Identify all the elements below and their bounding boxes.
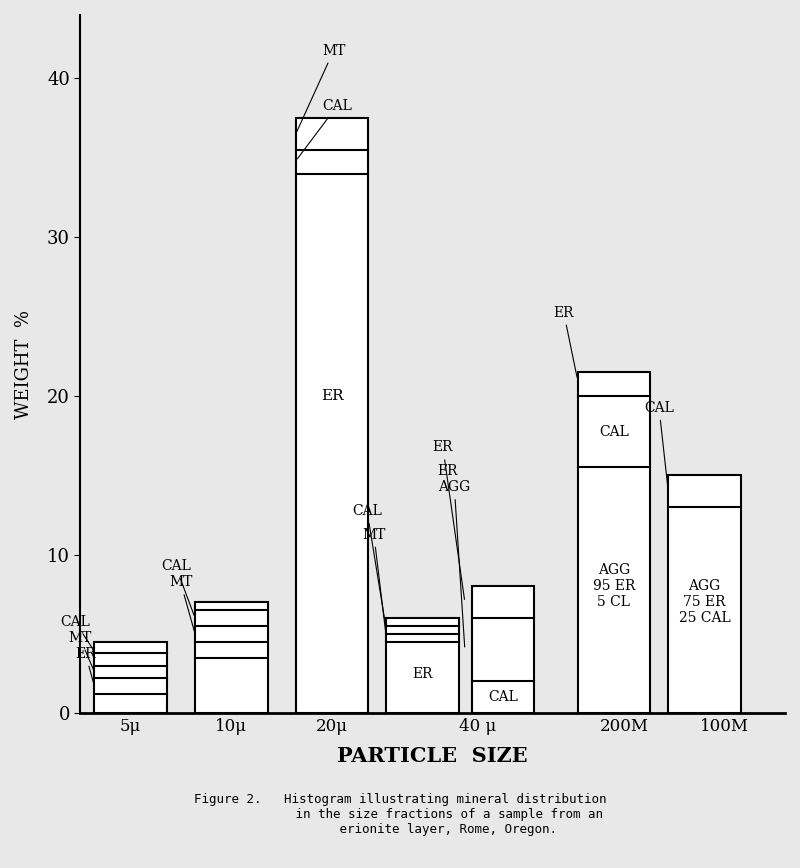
Text: ER: ER xyxy=(554,306,577,378)
Bar xyxy=(94,641,167,713)
Bar xyxy=(195,602,267,713)
Text: CAL: CAL xyxy=(298,99,352,159)
Bar xyxy=(668,475,741,713)
Text: CAL: CAL xyxy=(60,615,93,649)
Text: CAL: CAL xyxy=(352,503,386,628)
Text: ER: ER xyxy=(412,667,433,681)
Bar xyxy=(386,618,459,713)
Text: ER: ER xyxy=(433,440,465,600)
Text: ER: ER xyxy=(321,389,343,403)
Text: CAL: CAL xyxy=(488,690,518,704)
Text: ER
AGG: ER AGG xyxy=(438,464,470,647)
Text: ER: ER xyxy=(75,647,96,684)
Text: AGG
95 ER
5 CL: AGG 95 ER 5 CL xyxy=(593,563,635,609)
Text: MT: MT xyxy=(68,631,94,669)
Text: AGG
75 ER
25 CAL: AGG 75 ER 25 CAL xyxy=(678,579,730,625)
Y-axis label: WEIGHT  %: WEIGHT % xyxy=(15,310,33,418)
Text: MT: MT xyxy=(362,528,386,635)
Text: CAL: CAL xyxy=(644,401,674,489)
Text: CAL: CAL xyxy=(161,559,194,615)
Text: Figure 2.   Histogram illustrating mineral distribution
             in the size: Figure 2. Histogram illustrating mineral… xyxy=(194,793,606,836)
X-axis label: PARTICLE  SIZE: PARTICLE SIZE xyxy=(338,746,528,766)
Text: CAL: CAL xyxy=(599,424,629,438)
Text: MT: MT xyxy=(297,43,346,131)
Bar xyxy=(578,372,650,713)
Bar xyxy=(472,586,534,713)
Bar xyxy=(296,118,368,713)
Text: MT: MT xyxy=(169,575,194,631)
